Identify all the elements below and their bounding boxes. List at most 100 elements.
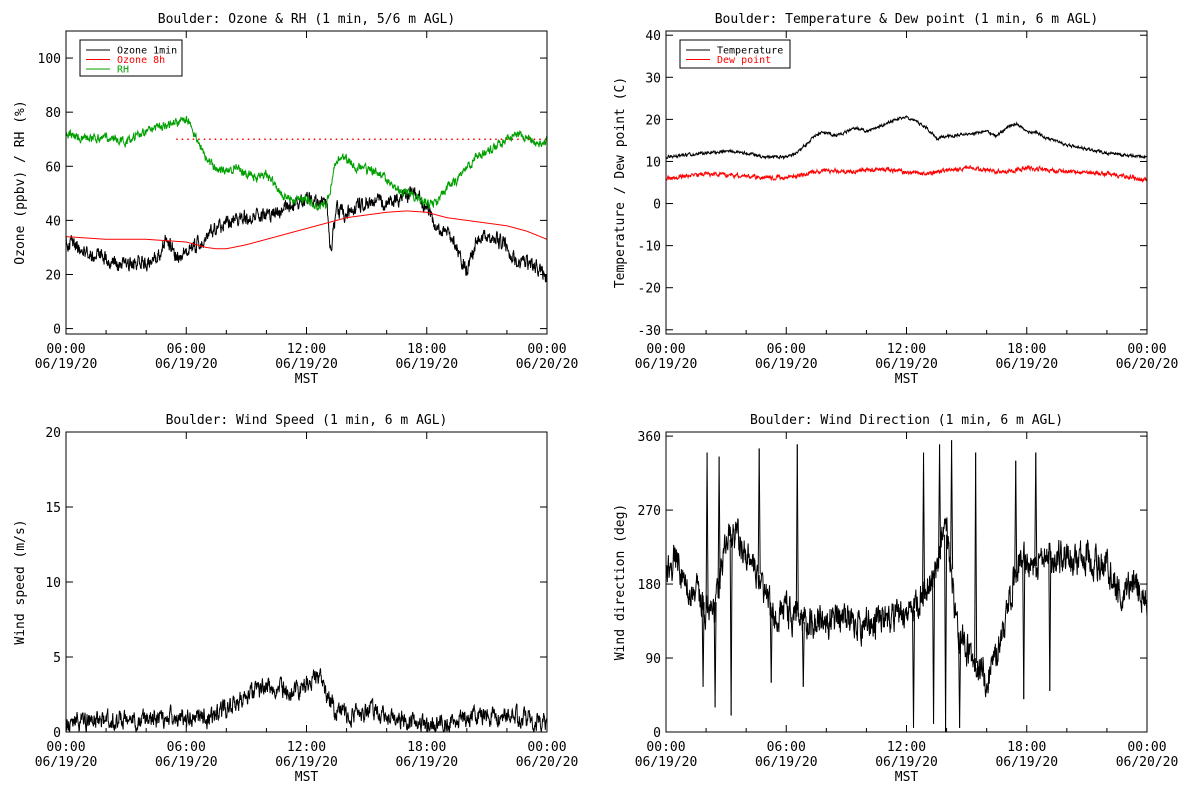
x-axis-label: MST: [295, 770, 319, 785]
series-line-rh: [66, 115, 547, 211]
series-line-main: [66, 668, 547, 732]
y-tick-label: 10: [645, 155, 661, 170]
wind-direction-spike: [730, 539, 733, 716]
x-tick-time-label: 18:00: [407, 740, 446, 755]
plot-area: [66, 115, 547, 283]
x-tick-date-label: 06/19/20: [275, 755, 338, 770]
x-tick-time-label: 06:00: [767, 740, 806, 755]
x-tick-date-label: 06/20/20: [516, 755, 579, 770]
wind-direction-spike: [714, 602, 717, 708]
x-tick-time-label: 00:00: [527, 342, 566, 357]
x-tick-date-label: 06/19/20: [635, 357, 698, 372]
series-line-ozone-8h: [66, 210, 547, 250]
y-tick-label: -20: [638, 282, 661, 297]
x-tick-date-label: 06/19/20: [395, 357, 458, 372]
x-tick-date-label: 06/19/20: [995, 755, 1058, 770]
chart-panel-3: Boulder: Wind Speed (1 min, 6 m AGL) Wind…: [13, 413, 578, 785]
wind-direction-spike: [1049, 551, 1052, 691]
chart-title: Boulder: Wind Speed (1 min, 6 m AGL): [166, 413, 448, 428]
y-tick-label: 20: [45, 426, 61, 441]
chart-title: Boulder: Temperature & Dew point (1 min,…: [715, 12, 1099, 27]
x-tick-date-label: 06/19/20: [875, 755, 938, 770]
wind-direction-spike: [975, 452, 978, 663]
x-tick-time-label: 06:00: [767, 342, 806, 357]
x-tick-date-label: 06/19/20: [635, 755, 698, 770]
wind-direction-spike: [933, 577, 936, 724]
legend-label: Ozone 8h: [117, 55, 165, 66]
x-tick-time-label: 00:00: [646, 342, 685, 357]
plot-area: [666, 115, 1147, 183]
x-axis-label: MST: [895, 372, 919, 387]
x-tick-time-label: 12:00: [287, 342, 326, 357]
x-tick-time-label: 18:00: [407, 342, 446, 357]
x-tick-date-label: 06/19/20: [395, 755, 458, 770]
series-line-main: [666, 517, 1147, 698]
x-tick-time-label: 06:00: [167, 342, 206, 357]
y-tick-label: -30: [638, 324, 661, 339]
chart-title: Boulder: Ozone & RH (1 min, 5/6 m AGL): [158, 12, 455, 27]
y-tick-label: 20: [645, 113, 661, 128]
x-tick-date-label: 06/19/20: [995, 357, 1058, 372]
x-tick-date-label: 06/20/20: [1116, 755, 1179, 770]
series-line-temperature: [666, 115, 1147, 161]
plot-area: [66, 668, 547, 732]
wind-direction-spike: [1035, 452, 1038, 566]
x-tick-date-label: 06/20/20: [1116, 357, 1179, 372]
y-tick-label: 40: [45, 214, 61, 229]
wind-direction-spike: [758, 448, 761, 575]
legend-label: RH: [117, 65, 129, 76]
wind-direction-spike: [923, 452, 926, 599]
chart-panel-1: Boulder: Ozone & RH (1 min, 5/6 m AGL) Oz…: [13, 12, 578, 387]
y-tick-label: 0: [653, 726, 661, 741]
wind-direction-spike: [770, 607, 773, 683]
axes-frame: [65, 431, 548, 733]
legend-box: [79, 39, 183, 77]
y-tick-label: 5: [53, 651, 61, 666]
x-tick-date-label: 06/19/20: [155, 755, 218, 770]
y-tick-label: 270: [638, 504, 661, 519]
wind-direction-spike: [939, 444, 942, 560]
y-tick-label: 0: [53, 323, 61, 338]
x-tick-date-label: 06/19/20: [35, 357, 98, 372]
y-tick-label: -10: [638, 240, 661, 255]
x-axis-label: MST: [895, 770, 919, 785]
x-tick-time-label: 00:00: [1127, 342, 1166, 357]
x-tick-time-label: 18:00: [1007, 342, 1046, 357]
x-tick-date-label: 06/19/20: [275, 357, 338, 372]
y-axis-label: Temperature / Dew point (C): [613, 77, 628, 288]
x-tick-time-label: 00:00: [46, 740, 85, 755]
chart-title: Boulder: Wind Direction (1 min, 6 m AGL): [750, 413, 1063, 428]
y-tick-label: 0: [53, 726, 61, 741]
legend-box: [679, 39, 791, 69]
x-tick-time-label: 00:00: [527, 740, 566, 755]
wind-direction-spike: [796, 444, 799, 617]
axes-frame: [665, 431, 1148, 733]
y-tick-label: 60: [45, 160, 61, 175]
y-axis-label: Wind direction (deg): [613, 504, 628, 661]
y-tick-label: 360: [638, 430, 661, 445]
x-tick-time-label: 12:00: [287, 740, 326, 755]
wind-direction-spike: [702, 602, 705, 687]
x-tick-date-label: 06/19/20: [755, 755, 818, 770]
y-tick-label: 40: [645, 29, 661, 44]
x-tick-date-label: 06/19/20: [35, 755, 98, 770]
wind-direction-spike: [1015, 460, 1018, 578]
y-axis-label: Wind speed (m/s): [13, 519, 28, 644]
y-tick-label: 30: [645, 71, 661, 86]
plot-area: [666, 440, 1147, 732]
x-tick-date-label: 06/20/20: [516, 357, 579, 372]
x-tick-time-label: 00:00: [46, 342, 85, 357]
x-tick-date-label: 06/19/20: [755, 357, 818, 372]
chart-panel-4: Boulder: Wind Direction (1 min, 6 m AGL)…: [613, 413, 1178, 785]
y-tick-label: 20: [45, 268, 61, 283]
y-tick-label: 180: [638, 578, 661, 593]
x-tick-time-label: 00:00: [1127, 740, 1166, 755]
y-tick-label: 100: [38, 52, 61, 67]
x-axis-label: MST: [295, 372, 319, 387]
wind-direction-spike: [1023, 562, 1026, 700]
wind-direction-spike: [945, 534, 948, 732]
legend-label: Dew point: [717, 55, 771, 66]
